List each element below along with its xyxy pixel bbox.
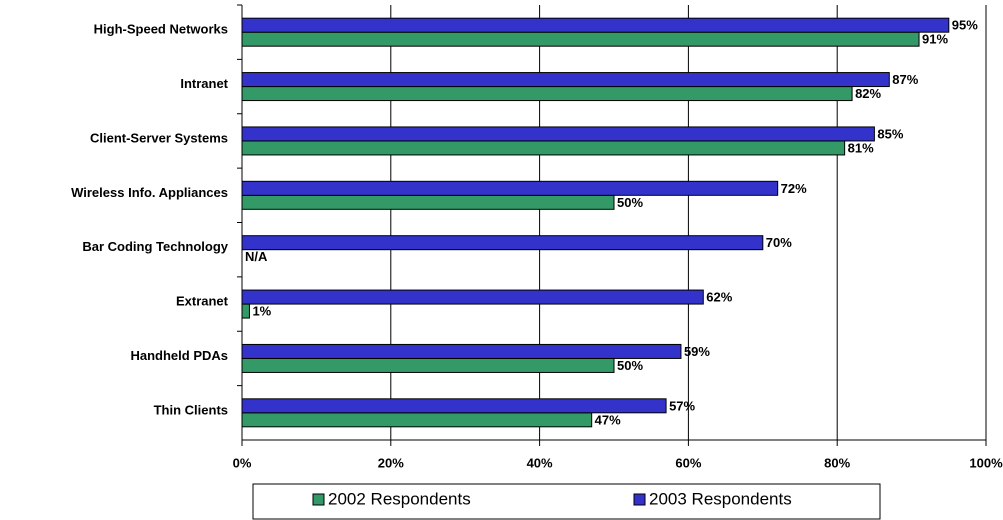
data-label: 70% (766, 235, 792, 250)
data-label: 85% (877, 126, 903, 141)
data-label: 95% (952, 18, 978, 33)
data-label: N/A (245, 249, 268, 264)
legend-label: 2002 Respondents (328, 489, 471, 508)
bar (241, 289, 704, 305)
y-tick-label: Bar Coding Technology (82, 239, 228, 254)
data-label: 62% (706, 290, 732, 305)
bar (241, 140, 846, 156)
bar (241, 235, 764, 251)
bar (241, 86, 853, 102)
bar (241, 72, 890, 88)
data-label: 57% (669, 398, 695, 413)
bar (241, 343, 682, 359)
y-tick-label: Client-Server Systems (90, 130, 228, 145)
x-tick-label: 40% (527, 455, 553, 470)
bar (241, 398, 667, 414)
data-label: 91% (922, 32, 948, 47)
data-label: 81% (848, 140, 874, 155)
bar (241, 31, 920, 47)
data-label: 1% (252, 304, 271, 319)
data-label: 59% (684, 344, 710, 359)
y-tick-label: Thin Clients (154, 402, 228, 417)
bar (241, 412, 593, 428)
y-tick-label: Extranet (176, 294, 229, 309)
bar (241, 357, 615, 373)
legend-swatch (312, 493, 325, 506)
bar (241, 303, 250, 319)
bar (241, 194, 615, 210)
y-tick-label: Intranet (180, 76, 228, 91)
bar (241, 180, 779, 196)
legend-swatch (633, 493, 646, 506)
x-tick-label: 100% (969, 455, 1003, 470)
x-tick-label: 20% (378, 455, 404, 470)
legend-label: 2003 Respondents (649, 489, 792, 508)
bar (241, 17, 950, 33)
data-label: 82% (855, 86, 881, 101)
data-label: 50% (617, 358, 643, 373)
x-tick-label: 60% (675, 455, 701, 470)
bar (241, 126, 875, 142)
y-tick-label: High-Speed Networks (94, 22, 228, 37)
legend-box (252, 483, 881, 520)
x-tick-label: 80% (824, 455, 850, 470)
x-tick-label: 0% (233, 455, 252, 470)
y-tick-label: Wireless Info. Appliances (71, 185, 228, 200)
y-tick-label: Handheld PDAs (130, 348, 228, 363)
data-label: 87% (892, 72, 918, 87)
data-label: 47% (595, 412, 621, 427)
data-label: 72% (781, 181, 807, 196)
data-label: 50% (617, 195, 643, 210)
